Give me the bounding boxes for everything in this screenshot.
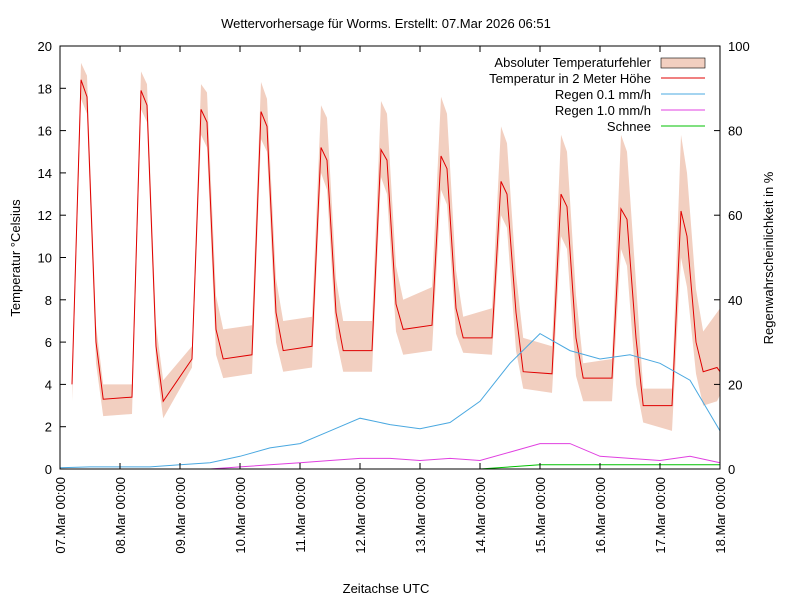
- temperature-error-band: [72, 62, 720, 431]
- x-tick-label: 10.Mar 00:00: [233, 477, 248, 554]
- x-tick-label: 12.Mar 00:00: [353, 477, 368, 554]
- legend-label-0: Absoluter Temperaturfehler: [494, 55, 651, 70]
- y-tick-label: 14: [38, 166, 52, 181]
- y-tick-label: 20: [38, 39, 52, 54]
- y-tick-label: 6: [45, 335, 52, 350]
- y-tick-label: 8: [45, 293, 52, 308]
- y2-tick-label: 80: [728, 124, 742, 139]
- chart-title: Wettervorhersage für Worms. Erstellt: 07…: [221, 16, 551, 31]
- y-tick-label: 10: [38, 251, 52, 266]
- axis-layer: 07.Mar 00:00 08.Mar 00:00 09.Mar 00:00 10.M…: [38, 39, 750, 554]
- x-tick-label: 16.Mar 00:00: [593, 477, 608, 554]
- x-tick-label: 11.Mar 00:00: [293, 477, 308, 553]
- y-tick-label: 16: [38, 124, 52, 139]
- y2-axis-label: Regenwahrscheinlichkeit in %: [761, 171, 776, 344]
- x-axis-label: Zeitachse UTC: [343, 581, 430, 596]
- x-tick-label: 08.Mar 00:00: [113, 477, 128, 554]
- series-line-2: [59, 332, 721, 469]
- legend-label-2: Regen 0.1 mm/h: [555, 87, 651, 102]
- y-axis-label: Temperatur °Celsius: [8, 199, 23, 317]
- y2-tick-label: 100: [728, 39, 750, 54]
- y2-tick-label: 60: [728, 208, 742, 223]
- legend-label-1: Temperatur in 2 Meter Höhe: [489, 71, 651, 86]
- x-tick-label: 09.Mar 00:00: [173, 477, 188, 554]
- y2-tick-label: 0: [728, 462, 735, 477]
- series-line-4: [60, 464, 720, 470]
- x-tick-label: 14.Mar 00:00: [473, 477, 488, 554]
- series-line-1: [71, 79, 721, 407]
- y-tick-label: 18: [38, 81, 52, 96]
- x-tick-label: 17.Mar 00:00: [653, 477, 668, 554]
- y-tick-label: 0: [45, 462, 52, 477]
- y2-tick-label: 40: [728, 293, 742, 308]
- x-tick-label: 18.Mar 00:00: [713, 477, 728, 554]
- y-tick-label: 12: [38, 208, 52, 223]
- y2-tick-label: 20: [728, 377, 742, 392]
- y-tick-label: 2: [45, 420, 52, 435]
- legend-label-4: Schnee: [607, 119, 651, 134]
- x-tick-label: 13.Mar 00:00: [413, 477, 428, 554]
- x-tick-label: 07.Mar 00:00: [53, 477, 68, 554]
- x-tick-label: 15.Mar 00:00: [533, 477, 548, 554]
- y-tick-label: 4: [45, 377, 52, 392]
- legend-label-3: Regen 1.0 mm/h: [555, 103, 651, 118]
- legend-swatch-0: [660, 57, 706, 69]
